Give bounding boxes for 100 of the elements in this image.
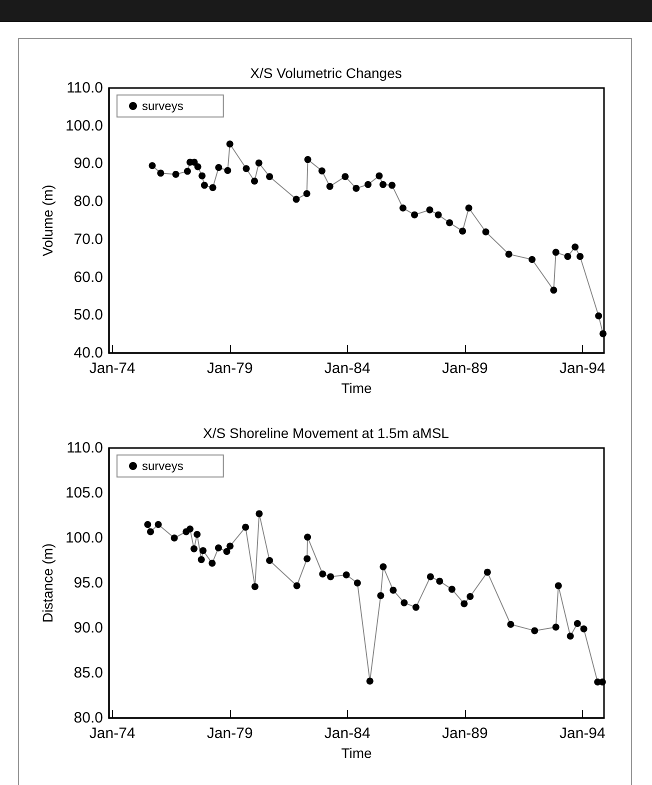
point <box>552 248 560 256</box>
point <box>209 184 216 192</box>
y-tick-label: 60.0 <box>74 268 103 286</box>
point <box>148 162 156 170</box>
y-tick-label: 110.0 <box>66 80 103 96</box>
point <box>412 604 420 611</box>
point <box>426 573 434 580</box>
x-tick-label: Jan-89 <box>442 360 488 377</box>
y-axis-title: Volume (m) <box>40 184 56 256</box>
point <box>304 156 312 164</box>
point <box>426 206 434 214</box>
y-tick-label: 105.0 <box>65 484 103 502</box>
point <box>251 178 258 185</box>
point <box>194 530 201 538</box>
point <box>208 560 216 567</box>
point <box>266 557 274 564</box>
point <box>326 182 334 190</box>
y-tick-label: 100.0 <box>65 530 103 546</box>
point <box>226 140 234 148</box>
point <box>226 542 234 550</box>
x-axis-title: Time <box>341 380 372 396</box>
point <box>531 627 538 634</box>
point <box>214 544 222 552</box>
point <box>460 600 468 608</box>
chart-title: X/S Volumetric Changes <box>250 65 402 81</box>
point <box>576 252 584 260</box>
point <box>266 173 274 180</box>
y-tick-label: 80.0 <box>74 710 103 726</box>
point <box>255 159 262 166</box>
point <box>354 580 361 586</box>
x-tick-label: Jan-84 <box>324 725 370 742</box>
point <box>364 181 372 188</box>
point <box>147 528 154 536</box>
x-tick-label: Jan-79 <box>206 725 253 742</box>
point <box>411 211 418 218</box>
y-tick-label: 110.0 <box>66 440 103 456</box>
point <box>304 534 312 541</box>
y-axis-title: Distance (m) <box>40 543 56 623</box>
point <box>200 182 208 189</box>
point <box>304 555 311 562</box>
point <box>400 599 408 606</box>
y-tick-label: 95.0 <box>74 574 103 592</box>
point <box>318 167 326 174</box>
y-tick-label: 40.0 <box>74 344 103 362</box>
y-tick-label: 85.0 <box>74 664 103 682</box>
y-tick-label: 80.0 <box>74 193 103 210</box>
point <box>198 556 205 564</box>
point <box>251 583 258 590</box>
point <box>190 545 198 552</box>
point <box>528 256 536 263</box>
point <box>342 173 349 180</box>
x-tick-label: Jan-74 <box>89 725 136 742</box>
y-tick-label: 90.0 <box>74 155 103 172</box>
point <box>552 624 560 631</box>
point <box>484 568 491 576</box>
point <box>507 620 514 628</box>
point <box>172 170 180 178</box>
point <box>342 571 350 578</box>
x-tick-label: Jan-74 <box>89 360 136 377</box>
y-tick-label: 100.0 <box>65 117 103 134</box>
point <box>198 172 206 180</box>
point <box>256 510 263 518</box>
point <box>376 172 383 180</box>
point <box>600 330 607 338</box>
point <box>293 582 300 590</box>
point <box>327 573 334 580</box>
point <box>399 204 406 212</box>
point <box>242 165 250 172</box>
point <box>505 250 512 258</box>
x-tick-label: Jan-94 <box>560 725 606 742</box>
x-axis-title: Time <box>341 745 372 761</box>
point <box>380 563 387 570</box>
point <box>459 228 466 235</box>
legend-label: surveys <box>142 99 184 113</box>
chart-title: X/S Shoreline Movement at 1.5m aMSL <box>203 425 450 441</box>
point <box>224 167 232 174</box>
point <box>242 524 250 531</box>
point <box>377 592 384 600</box>
point <box>550 286 558 294</box>
point <box>303 190 310 198</box>
point <box>144 521 152 528</box>
point <box>434 211 442 218</box>
point <box>446 219 454 226</box>
point <box>200 547 207 554</box>
point <box>223 548 230 555</box>
point <box>292 196 300 203</box>
point <box>380 181 387 188</box>
y-tick-label: 50.0 <box>74 306 103 324</box>
point <box>482 228 490 236</box>
point <box>215 164 222 171</box>
point <box>154 521 162 528</box>
point <box>574 620 581 627</box>
legend-label: surveys <box>142 459 184 473</box>
point <box>466 593 474 600</box>
x-tick-label: Jan-94 <box>560 360 606 377</box>
y-tick-label: 70.0 <box>74 230 103 248</box>
point <box>184 168 191 175</box>
point <box>554 582 562 590</box>
point <box>465 204 472 212</box>
point <box>157 170 164 177</box>
